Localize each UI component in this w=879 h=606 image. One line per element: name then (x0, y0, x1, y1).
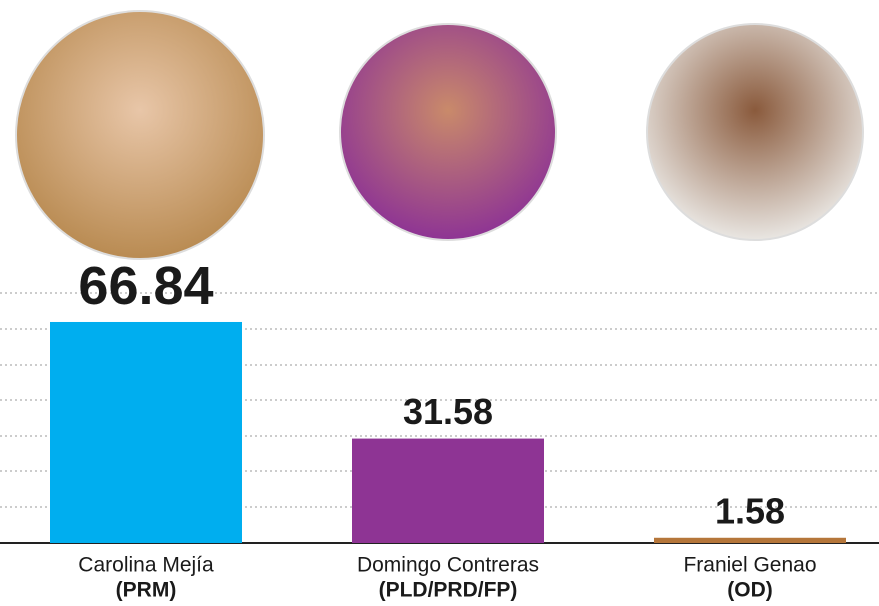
chart: 66.84 Carolina Mejía(PRM) 31.58 Domingo Con… (0, 0, 879, 606)
candidate-photos (16, 11, 863, 259)
category-label: Carolina Mejía (78, 554, 214, 577)
value-label: 1.58 (715, 490, 785, 531)
bar (50, 322, 242, 543)
photo (340, 24, 556, 240)
value-label: 66.84 (78, 256, 213, 316)
value-label: 31.58 (403, 391, 493, 432)
party-label: (PLD/PRD/FP) (379, 579, 518, 602)
photo (16, 11, 264, 259)
bar (352, 439, 544, 543)
party-label: (PRM) (116, 579, 177, 602)
party-label: (OD) (727, 579, 773, 602)
category-label: Domingo Contreras (357, 554, 539, 577)
category-label: Franiel Genao (683, 554, 816, 577)
photo (647, 24, 863, 240)
bar (654, 538, 846, 543)
